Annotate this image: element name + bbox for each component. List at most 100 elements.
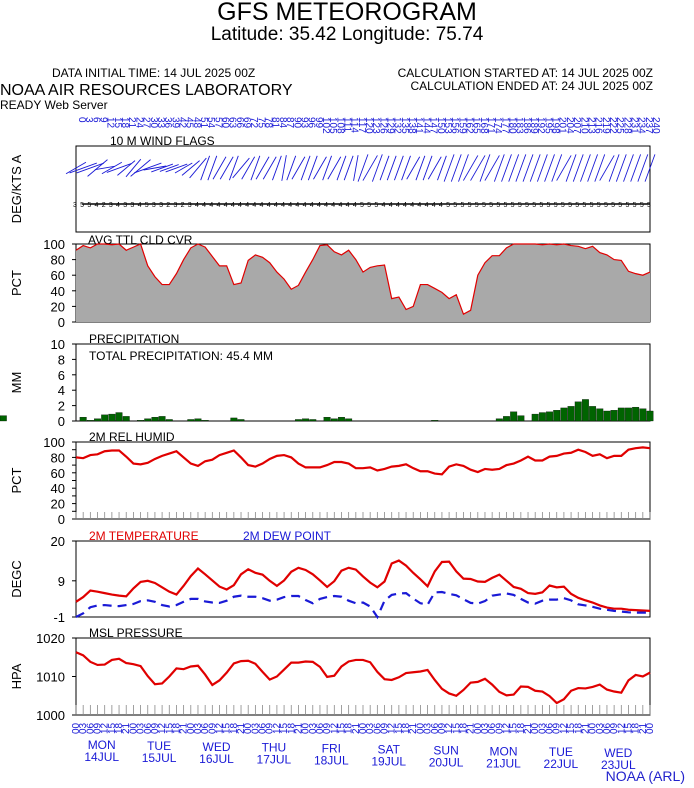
forecast-hour-label: 198 xyxy=(550,117,561,134)
forecast-hour-label: 3 xyxy=(83,117,94,123)
wind-barb xyxy=(313,156,327,180)
wind-speed-label: 4 xyxy=(382,202,386,209)
utc-hour-label: 12 xyxy=(387,722,398,734)
temp-ytick-tick-label: -1 xyxy=(53,610,65,625)
wind-barb xyxy=(362,155,378,181)
forecast-hour-label: 96 xyxy=(306,117,317,129)
forecast-hour-label: 231 xyxy=(628,117,639,134)
wind-barb xyxy=(106,163,132,173)
wind-barb xyxy=(544,154,555,182)
utc-hour-label: 09 xyxy=(265,722,276,734)
temperature-line xyxy=(75,559,651,612)
wind-speed-label: 5 xyxy=(511,202,515,209)
forecast-hour-label: 162 xyxy=(463,117,474,134)
day-of-week-label: TUE xyxy=(549,745,573,759)
precip-panel-title: PRECIPITATION xyxy=(89,332,179,346)
wind-barb xyxy=(181,160,200,176)
credit-label: NOAA (ARL) xyxy=(605,768,685,784)
day-date-label: 22JUL xyxy=(544,757,579,771)
precip-bar xyxy=(230,417,238,422)
utc-hour-label: 03 xyxy=(250,722,261,734)
forecast-hour-label: 72 xyxy=(248,117,259,129)
forecast-hour-label: 153 xyxy=(442,117,453,134)
utc-hour-label: 18 xyxy=(631,722,642,734)
lab-name: NOAA AIR RESOURCES LABORATORY xyxy=(0,82,293,99)
cloud-panel-title: AVG TTL CLD CVR xyxy=(88,233,193,247)
forecast-hour-label: 222 xyxy=(607,117,618,134)
forecast-hour-label: 168 xyxy=(478,117,489,134)
precip-bar xyxy=(101,414,109,422)
forecast-hour-label: 195 xyxy=(542,117,553,134)
wind-speed-label: 4 xyxy=(324,202,328,209)
forecast-hour-label: 60 xyxy=(220,117,231,129)
utc-hour-label: 18 xyxy=(458,722,469,734)
wind-barb xyxy=(212,156,227,180)
precip-bar xyxy=(546,411,553,422)
wind-barb xyxy=(401,155,411,181)
wind-speed-label: 5 xyxy=(568,202,572,209)
utc-hour-label: 18 xyxy=(114,722,125,734)
forecast-hour-label: 135 xyxy=(399,117,410,134)
wind-speed-label: 2 xyxy=(181,202,185,209)
precip-bar xyxy=(517,415,525,422)
forecast-hour-label: 144 xyxy=(420,117,431,134)
wind-speed-label: 5 xyxy=(80,202,84,209)
server-name: READY Web Server xyxy=(0,98,108,112)
wind-speed-label: 3 xyxy=(130,202,134,209)
day-of-week-label: THU xyxy=(262,741,287,755)
wind-barb xyxy=(462,155,479,181)
cloud-area xyxy=(76,244,650,322)
forecast-hour-label: 21 xyxy=(126,117,137,129)
precip-bar xyxy=(194,418,202,422)
wind-barb xyxy=(599,155,615,181)
precip-bar xyxy=(538,412,546,422)
cloud-ytick-tick-label: 40 xyxy=(51,284,65,299)
wind-barb xyxy=(394,155,404,181)
wind-barb xyxy=(508,154,520,182)
precip-bar xyxy=(108,413,116,422)
forecast-hour-label: 216 xyxy=(593,117,604,134)
wind-speed-label: 5 xyxy=(453,202,457,209)
precip-bar xyxy=(79,416,87,422)
forecast-hour-label: 90 xyxy=(291,117,302,129)
forecast-hour-label: 18 xyxy=(119,117,130,129)
cloud-panel-ylabel: PCT xyxy=(9,270,24,296)
temp-panel-ylabel: DEGC xyxy=(9,560,24,598)
precip-bar xyxy=(187,419,195,422)
utc-hour-label: 00 xyxy=(358,722,369,734)
day-date-label: 17JUL xyxy=(257,753,292,767)
wind-speed-label: 3 xyxy=(73,202,77,209)
wind-barb xyxy=(101,161,123,175)
rh-line xyxy=(75,446,651,476)
forecast-hour-label: 66 xyxy=(234,117,245,129)
precip-bar xyxy=(165,419,173,422)
wind-speed-label: 5 xyxy=(460,202,464,209)
utc-hour-label: 09 xyxy=(322,722,333,734)
cloud-ytick-tick-label: 60 xyxy=(51,268,65,283)
forecast-hour-label: 156 xyxy=(449,117,460,134)
utc-hour-label: 21 xyxy=(408,722,419,734)
wind-barb xyxy=(443,154,455,182)
wind-speed-label: 4 xyxy=(403,202,407,209)
wind-speed-label: 4 xyxy=(331,202,335,209)
utc-hour-label: 18 xyxy=(401,722,412,734)
wind-speed-label: 5 xyxy=(640,202,644,209)
day-date-label: 19JUL xyxy=(371,755,406,769)
forecast-hour-label: 207 xyxy=(571,117,582,134)
wind-speed-label: 4 xyxy=(138,202,142,209)
wind-speed-label: 5 xyxy=(539,202,543,209)
dewpoint-panel-title: 2M DEW POINT xyxy=(243,529,332,543)
utc-hour-label: 03 xyxy=(193,722,204,734)
precip-bar xyxy=(646,410,654,422)
utc-hour-label: 06 xyxy=(315,722,326,734)
wind-speed-label: 5 xyxy=(525,202,529,209)
wind-speed-label: 5 xyxy=(590,202,594,209)
wind-speed-label: 5 xyxy=(618,202,622,209)
day-date-label: 20JUL xyxy=(429,755,464,769)
utc-hour-label: 03 xyxy=(78,722,89,734)
utc-hour-label: 21 xyxy=(351,722,362,734)
wind-speed-label: 4 xyxy=(95,202,99,209)
calculation-ended: CALCULATION ENDED AT: 24 JUL 2025 00Z xyxy=(410,79,653,93)
utc-hour-label: 06 xyxy=(372,722,383,734)
forecast-hour-label: 150 xyxy=(435,117,446,134)
